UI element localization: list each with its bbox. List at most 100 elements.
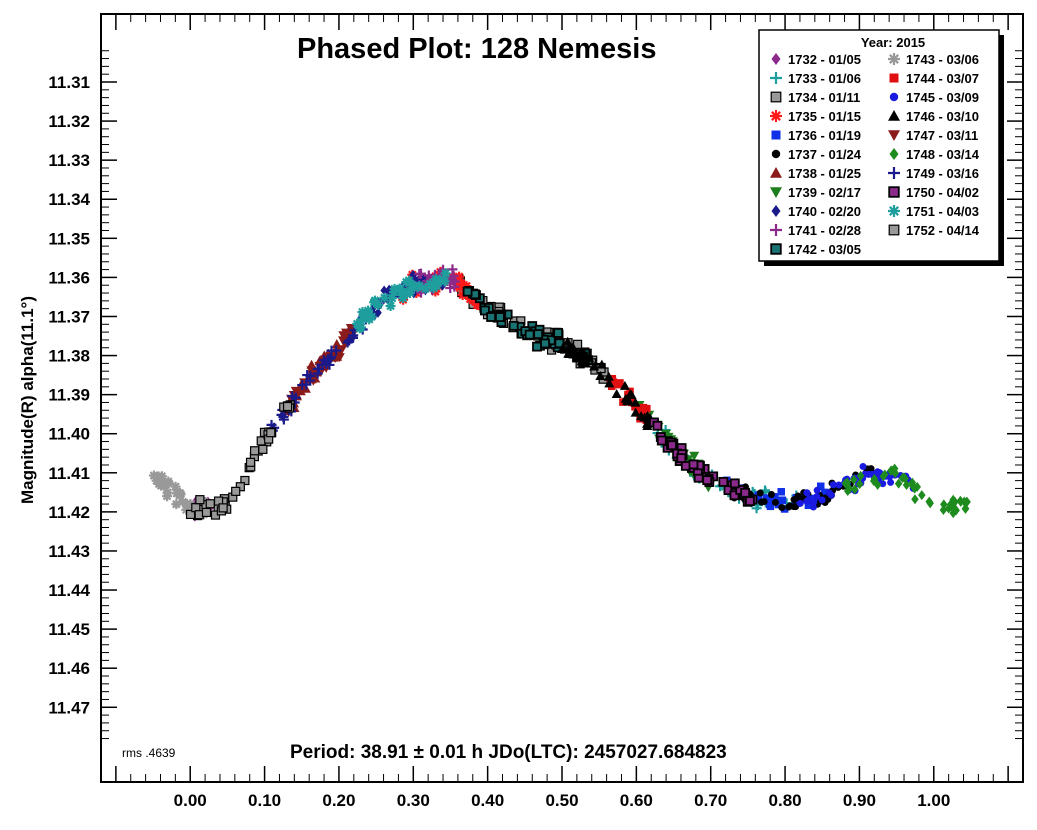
y-tick-label: 11.47: [48, 698, 90, 717]
data-point: [856, 470, 865, 481]
data-point: [619, 380, 630, 390]
legend-marker: [771, 205, 781, 217]
data-point: [156, 471, 167, 482]
data-point: [388, 287, 399, 298]
data-point: [174, 490, 185, 501]
data-point: [266, 428, 276, 438]
legend-marker: [770, 187, 782, 198]
legend-marker: [889, 73, 899, 83]
x-tick-label: 0.70: [694, 791, 727, 810]
y-tick-label: 11.43: [48, 542, 90, 561]
data-point: [380, 285, 388, 296]
data-point: [440, 268, 451, 279]
data-point: [231, 486, 241, 496]
data-point: [656, 435, 667, 446]
legend-item: 1738 - 01/25: [770, 166, 861, 181]
data-point: [595, 370, 606, 380]
data-point: [918, 490, 926, 501]
legend-items: 1732 - 01/05 1733 - 01/06 1734 - 01/11 1735…: [770, 52, 980, 257]
data-point: [729, 478, 740, 489]
data-point: [729, 490, 740, 501]
data-point: [813, 486, 821, 494]
legend-item: 1752 - 04/14: [888, 223, 980, 238]
y-tick-label: 11.44: [48, 581, 90, 600]
y-tick-label: 11.38: [48, 347, 90, 366]
legend-item: 1733 - 01/06: [770, 71, 861, 86]
legend-item: 1740 - 02/20: [771, 204, 861, 219]
x-tick-label: 0.80: [769, 791, 802, 810]
data-point: [786, 502, 794, 510]
legend-item: 1748 - 03/14: [889, 147, 980, 162]
data-point: [450, 276, 461, 287]
legend-label: 1750 - 04/02: [906, 185, 979, 200]
data-point: [425, 279, 436, 290]
legend-marker: [771, 130, 781, 140]
series-1748: [841, 463, 971, 519]
legend-item: 1734 - 01/11: [770, 90, 860, 105]
legend-label: 1743 - 03/06: [906, 52, 979, 67]
x-tick-label: 0.00: [174, 791, 207, 810]
legend-marker: [770, 72, 782, 84]
data-point: [445, 283, 456, 294]
x-tick-label: 0.50: [545, 791, 578, 810]
data-point: [532, 341, 542, 352]
legend-item: 1743 - 03/06: [888, 52, 979, 67]
legend-marker: [888, 110, 900, 121]
y-tick-label: 11.36: [48, 268, 90, 287]
legend-marker: [888, 186, 900, 198]
legend-marker: [889, 148, 899, 160]
data-points-layer: [148, 264, 971, 522]
data-point: [524, 329, 535, 340]
y-tick-label: 11.31: [48, 73, 90, 92]
legend-item: 1739 - 02/17: [770, 185, 861, 200]
x-tick-label: 0.10: [248, 791, 281, 810]
legend-label: 1747 - 03/11: [906, 128, 978, 143]
period-footer: Period: 38.91 ± 0.01 h JDo(LTC): 2457027…: [290, 742, 727, 763]
data-point: [154, 475, 165, 486]
x-tick-label: 0.60: [620, 791, 653, 810]
data-point: [949, 508, 957, 519]
data-point: [374, 307, 382, 318]
legend-marker: [770, 224, 782, 236]
legend-marker: [888, 130, 900, 141]
data-point: [407, 279, 418, 290]
data-point: [855, 479, 864, 490]
data-point: [589, 361, 600, 371]
legend-title: Year: 2015: [861, 35, 925, 50]
data-point: [540, 338, 550, 349]
legend-marker: [770, 243, 782, 255]
legend-label: 1734 - 01/11: [788, 90, 860, 105]
data-point: [894, 478, 903, 489]
legend-marker: [889, 92, 899, 102]
y-tick-label: 11.37: [48, 307, 90, 326]
data-point: [486, 312, 497, 322]
legend-item: 1732 - 01/05: [771, 52, 861, 67]
legend: Year: 2015 1732 - 01/05 1733 - 01/06 1734 …: [758, 29, 1004, 266]
data-point: [159, 481, 170, 492]
legend-item: 1736 - 01/19: [771, 128, 861, 143]
data-point: [630, 407, 641, 417]
y-tick-label: 11.46: [48, 659, 90, 678]
legend-label: 1741 - 02/28: [788, 223, 861, 238]
legend-box: [758, 29, 1000, 262]
data-point: [235, 482, 245, 492]
data-point: [420, 283, 431, 294]
x-axis-ticks: 0.00 0.10 0.20 0.30 0.40 0.50 0.60 0.70 0.80 0.90…: [115, 14, 1024, 810]
data-point: [430, 286, 441, 297]
rms-label: rms .4639: [122, 746, 176, 760]
x-tick-label: 0.90: [843, 791, 876, 810]
data-point: [911, 494, 919, 505]
legend-label: 1740 - 02/20: [788, 204, 861, 219]
data-point: [851, 484, 859, 495]
data-point: [282, 401, 293, 412]
data-point: [804, 501, 813, 509]
data-point: [162, 491, 173, 502]
y-tick-label: 11.34: [48, 190, 90, 209]
legend-item: 1747 - 03/11: [888, 128, 978, 143]
data-point: [631, 403, 639, 411]
data-point: [358, 310, 369, 321]
legend-marker: [770, 167, 782, 178]
y-tick-label: 11.32: [48, 112, 90, 131]
data-point: [891, 468, 900, 479]
data-point: [818, 496, 826, 504]
